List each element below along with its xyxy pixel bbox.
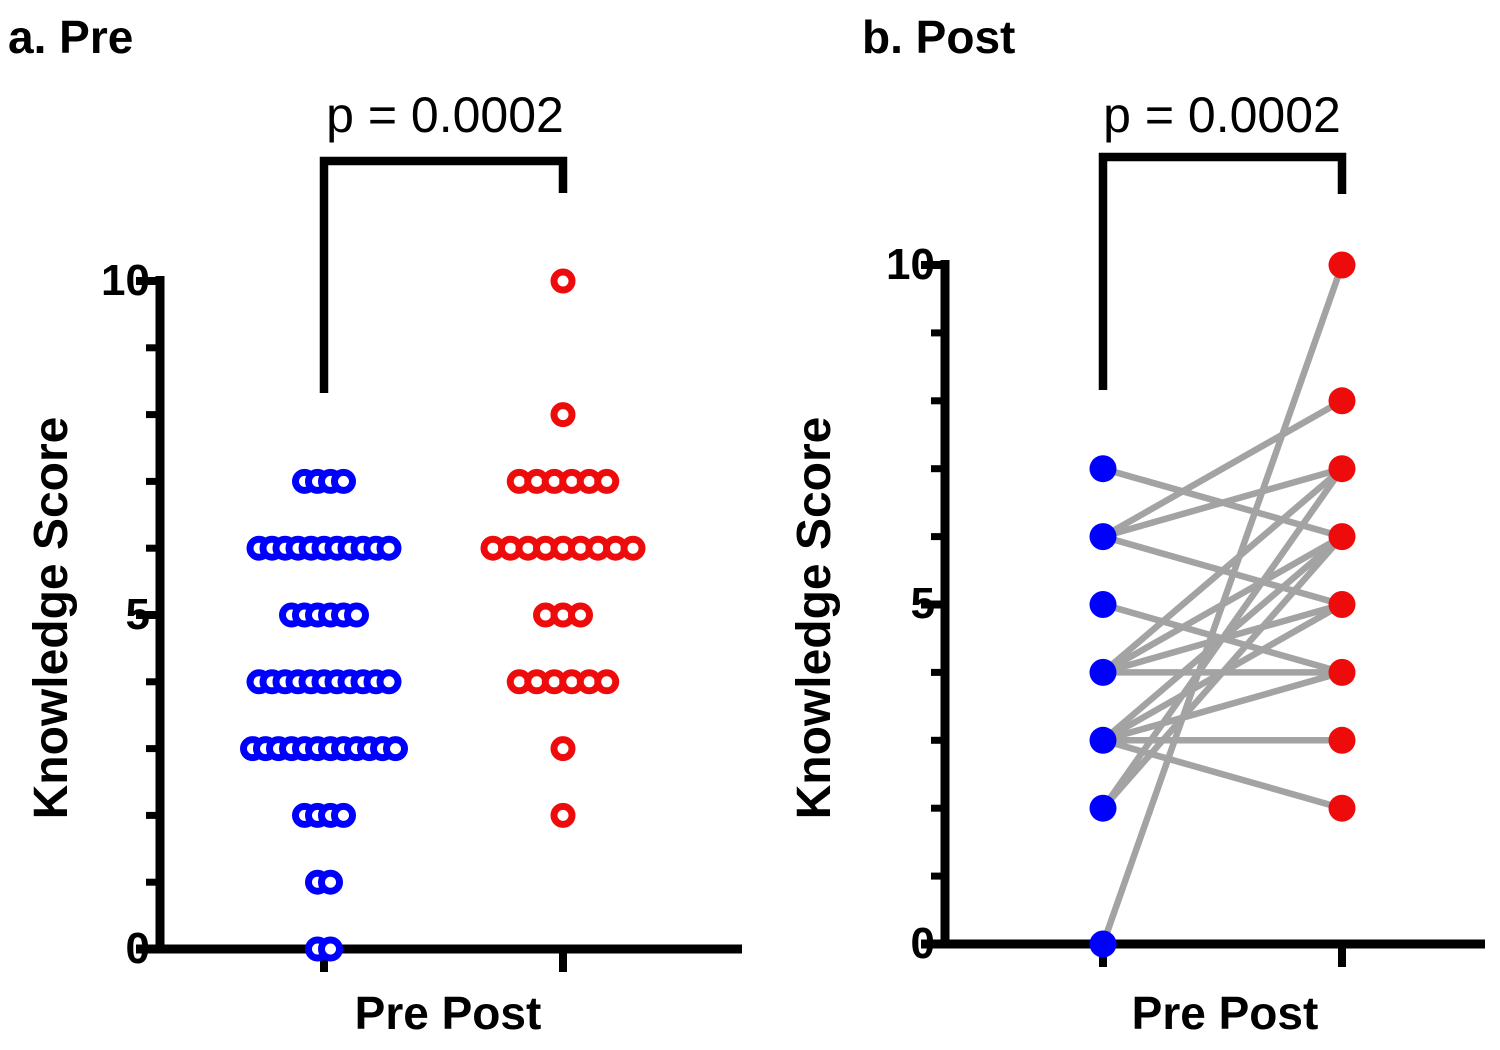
pre-data-point-score-7	[1089, 455, 1117, 483]
pair-line-pre6-post8	[1101, 397, 1344, 540]
pair-line-pre3-post2	[1102, 737, 1343, 812]
panel-a-x-axis-title: Pre Post	[354, 987, 542, 1039]
pre-data-point-score-1	[318, 869, 343, 895]
panel-b-p-value-label: p = 0.0002	[1103, 87, 1341, 143]
post-data-point-score-6	[620, 535, 646, 561]
pair-line-pre5-post4	[1102, 601, 1343, 676]
pre-data-point-score-5	[1089, 591, 1117, 618]
post-data-point-score-8	[550, 402, 576, 428]
panel-b-title: b. Post	[862, 11, 1016, 63]
panel-b-x-axis-title: Pre Post	[1131, 987, 1319, 1039]
post-data-point-score-4	[1328, 658, 1356, 686]
post-data-point-score-3	[550, 736, 576, 762]
post-data-point-score-2	[550, 802, 576, 828]
post-data-point-score-7	[1328, 455, 1356, 483]
post-data-point-score-6	[1328, 523, 1356, 551]
pre-data-point-score-2	[1089, 794, 1117, 822]
pre-data-point-score-7	[331, 468, 356, 494]
panel-a-title: a. Pre	[8, 11, 134, 63]
post-data-point-score-10	[550, 268, 576, 294]
panel-a-significance-bracket	[319, 156, 568, 393]
pre-data-point-score-4	[1089, 658, 1117, 686]
panel-b-y-axis-title: Knowledge Score	[788, 416, 841, 820]
pair-line-pre4-post6	[1101, 533, 1344, 676]
panel-a-ytick-label-10: 10	[101, 256, 150, 305]
panel-a-p-value-label: p = 0.0002	[326, 87, 564, 143]
post-data-point-score-3	[1328, 726, 1356, 754]
pair-line-pre7-post6	[1102, 465, 1343, 540]
panel-a-ytick-label-0: 0	[125, 924, 150, 973]
pair-line-pre3-post4	[1102, 669, 1343, 744]
post-data-point-score-5	[568, 602, 593, 628]
panel-a-ytick-label-5: 5	[125, 590, 150, 639]
panel-a-y-axis-title: Knowledge Score	[25, 416, 78, 820]
post-data-point-score-4	[594, 669, 620, 695]
panel-b-ytick-label-5: 5	[910, 579, 935, 628]
pre-data-point-score-3	[1089, 726, 1117, 754]
post-data-point-score-10	[1328, 251, 1356, 279]
pre-data-point-score-0	[318, 936, 343, 962]
panel-b-ytick-label-0: 0	[910, 919, 935, 968]
pre-data-point-score-0	[1089, 930, 1117, 958]
pre-data-point-score-4	[376, 669, 402, 695]
post-data-point-score-8	[1328, 387, 1356, 415]
pre-data-point-score-5	[344, 602, 369, 628]
post-data-point-score-2	[1328, 794, 1356, 822]
pre-data-point-score-2	[331, 802, 356, 828]
panel-b-significance-bracket	[1098, 152, 1347, 390]
panel-b-ytick-label-10: 10	[886, 240, 935, 289]
pair-line-pre6-post5	[1102, 533, 1343, 608]
pre-data-point-score-3	[383, 736, 408, 762]
post-data-point-score-7	[594, 468, 620, 494]
post-data-point-score-5	[1328, 591, 1356, 618]
pre-data-point-score-6	[376, 535, 402, 561]
pre-data-point-score-6	[1089, 523, 1117, 551]
